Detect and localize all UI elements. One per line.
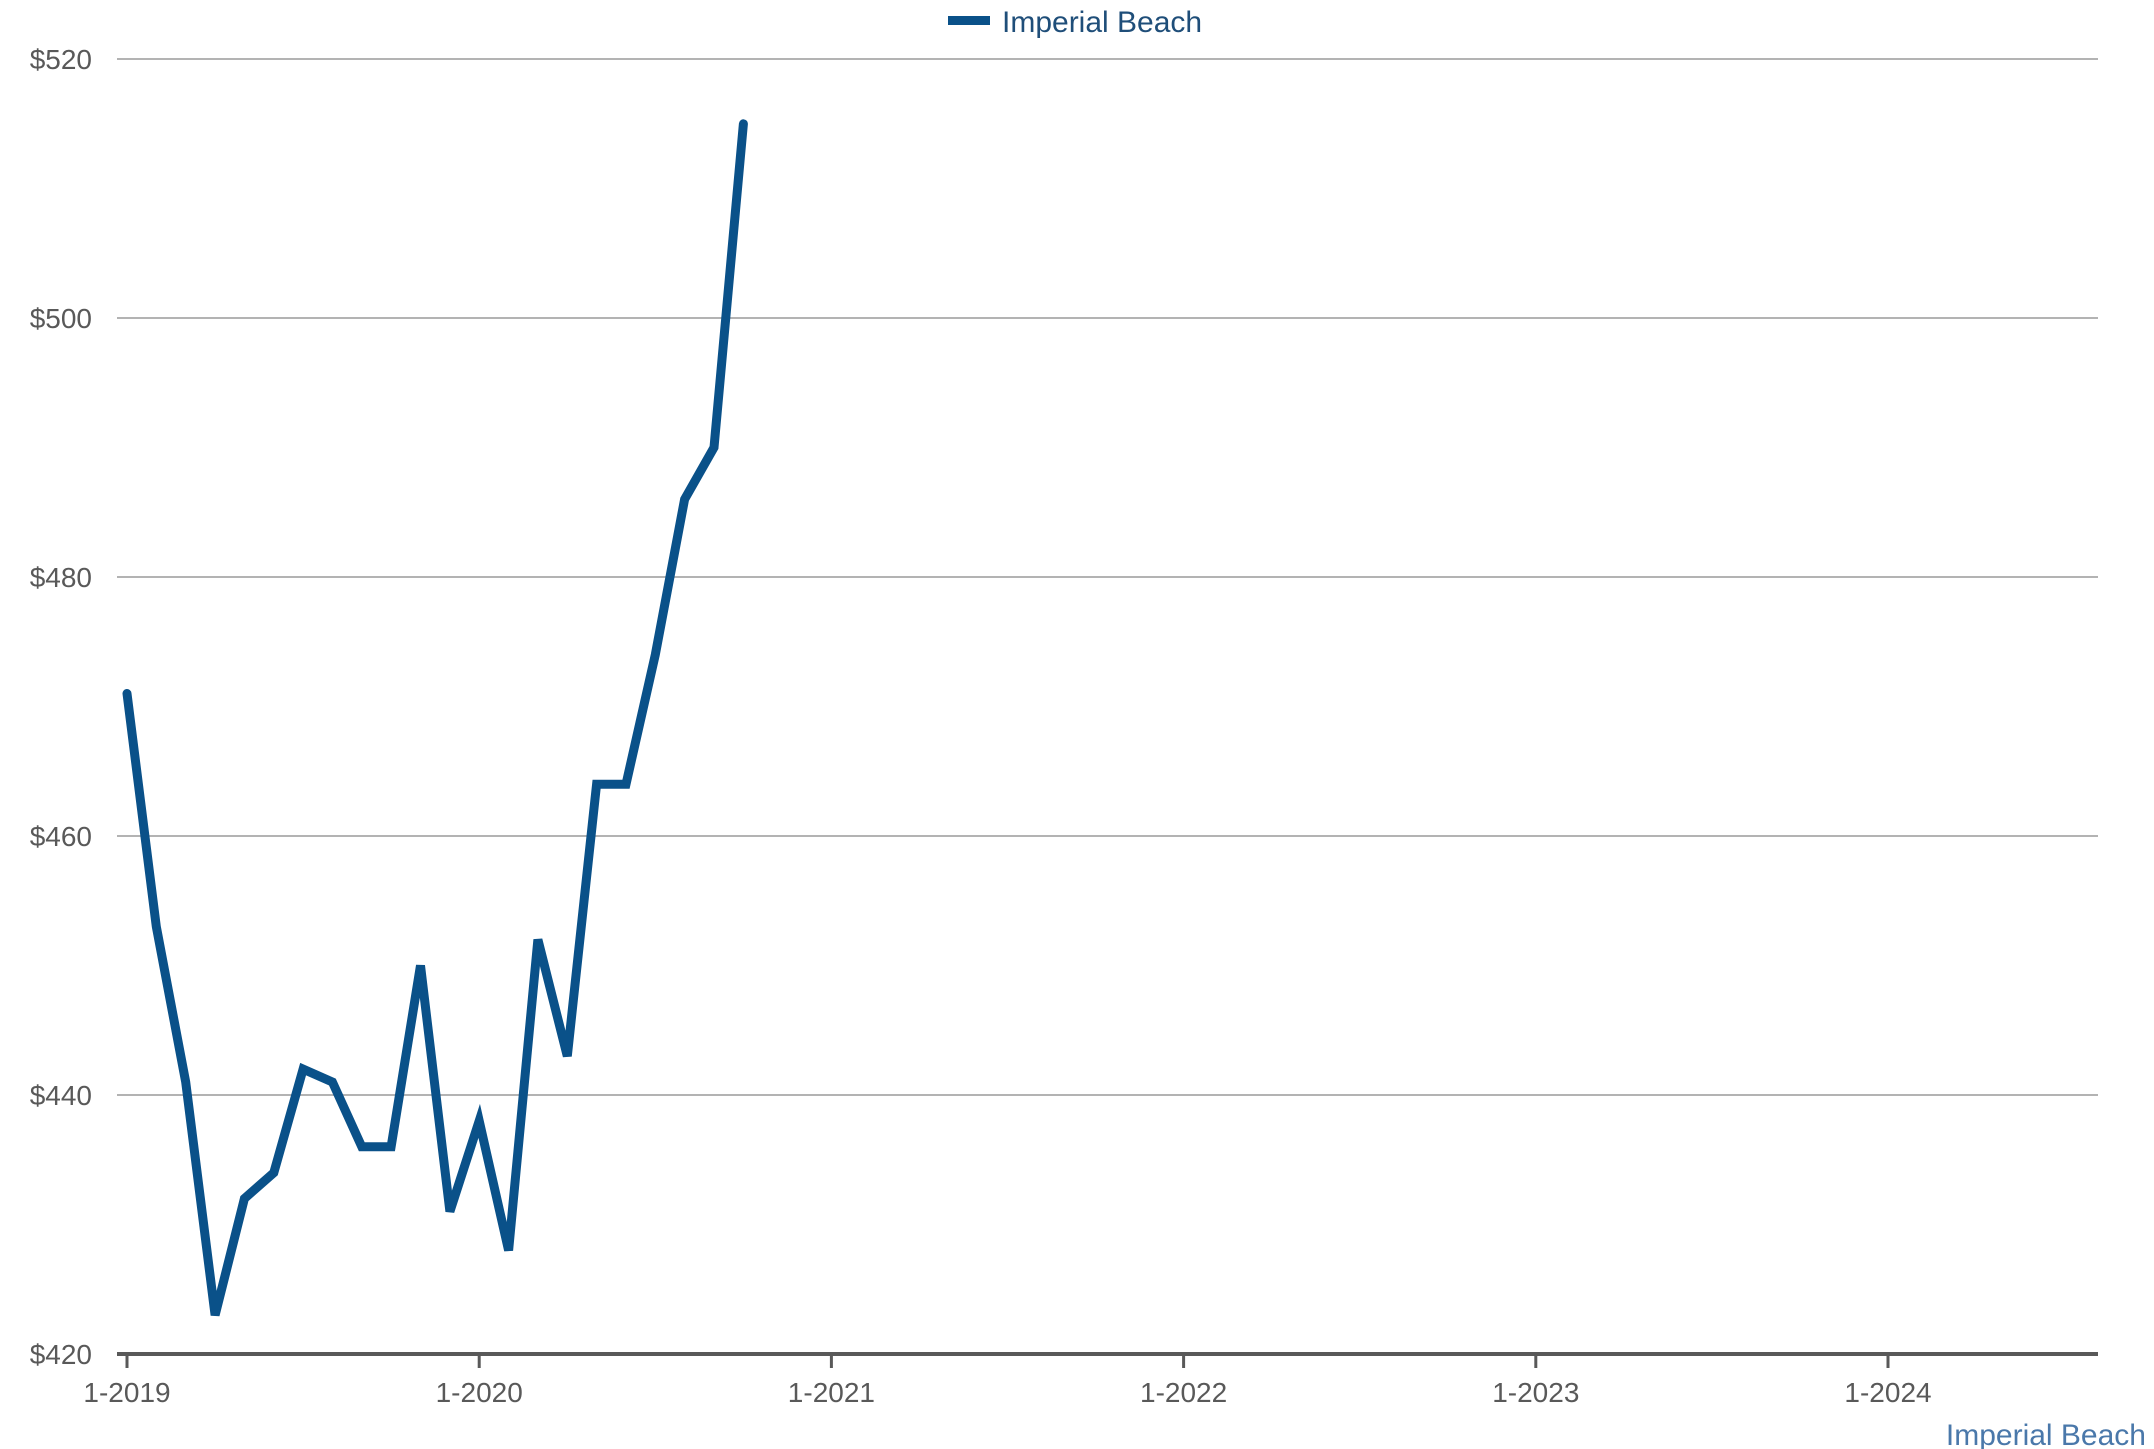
x-tick-label: 1-2022 [1140,1377,1227,1408]
x-tick-label: 1-2020 [436,1377,523,1408]
y-tick-label: $460 [30,821,92,852]
legend[interactable]: Imperial Beach [948,6,1202,39]
y-tick-label: $420 [30,1339,92,1370]
y-tick-label: $440 [30,1080,92,1111]
x-tick-label: 1-2019 [83,1377,170,1408]
footer-location-label: Imperial Beach [1946,1419,2146,1449]
series-group [122,119,748,1317]
y-axis: $420 $440 $460 $480 $500 $520 [30,44,92,1370]
x-tick-label: 1-2021 [788,1377,875,1408]
x-tick-label: 1-2023 [1492,1377,1579,1408]
grid [117,58,2098,1096]
legend-swatch-imperial-beach [948,16,990,25]
x-tick-label: 1-2024 [1844,1377,1931,1408]
y-tick-label: $500 [30,303,92,334]
y-tick-label: $520 [30,44,92,75]
y-tick-label: $480 [30,562,92,593]
legend-label-imperial-beach: Imperial Beach [1002,6,1202,39]
series-line-imperial-beach [122,119,748,1317]
x-axis: 1-2019 1-2020 1-2021 1-2022 1-2023 1-2024 [83,1352,2098,1408]
